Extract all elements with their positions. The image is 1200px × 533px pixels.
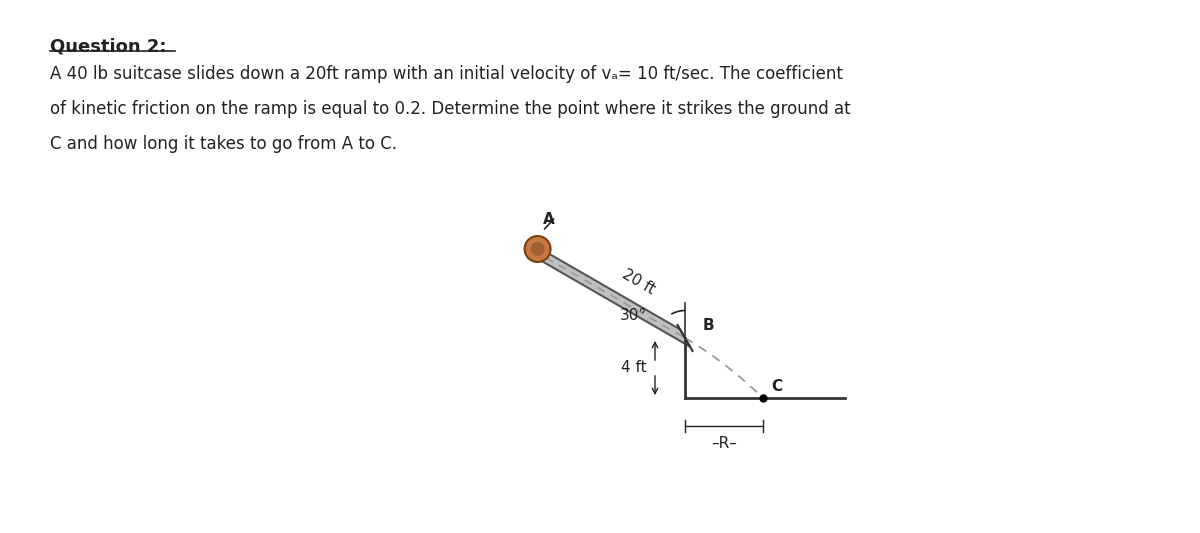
Text: 20 ft: 20 ft (619, 266, 658, 297)
Text: C and how long it takes to go from A to C.: C and how long it takes to go from A to … (50, 135, 397, 153)
Polygon shape (528, 241, 690, 346)
Text: A: A (542, 212, 554, 227)
Text: 4 ft: 4 ft (622, 360, 647, 376)
Text: of kinetic friction on the ramp is equal to 0.2. Determine the point where it st: of kinetic friction on the ramp is equal… (50, 100, 851, 118)
Text: A 40 lb suitcase slides down a 20ft ramp with an initial velocity of vₐ= 10 ft/s: A 40 lb suitcase slides down a 20ft ramp… (50, 65, 842, 83)
Circle shape (524, 236, 551, 262)
Text: B: B (703, 318, 715, 333)
Text: 30°: 30° (619, 309, 647, 324)
Text: C: C (772, 379, 782, 394)
Circle shape (530, 242, 545, 256)
Text: Question 2:: Question 2: (50, 38, 167, 56)
Text: –R–: –R– (712, 436, 737, 451)
